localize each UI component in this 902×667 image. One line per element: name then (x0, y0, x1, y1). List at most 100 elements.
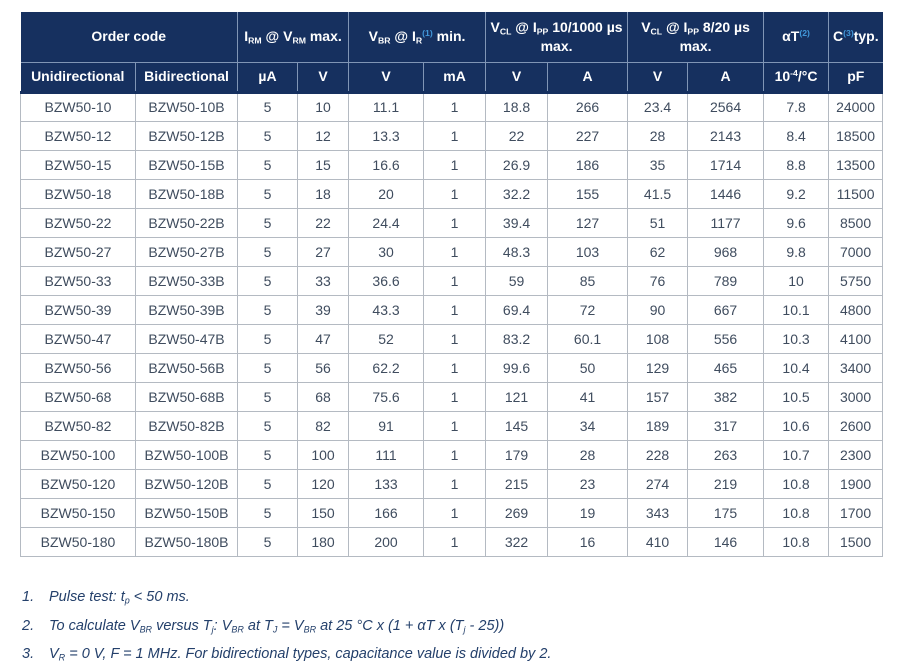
value-cell: 24.4 (348, 207, 425, 238)
value-cell: 1 (423, 381, 487, 412)
value-cell: 15 (297, 149, 350, 180)
value-cell: 68 (297, 381, 350, 412)
table-row: BZW50-120 BZW50-120B 5 120 133 1 215 23 274 219 10… (20, 468, 884, 499)
value-cell: 23.4 (627, 91, 689, 122)
table-row: BZW50-68 BZW50-68B 5 68 75.6 1 121 41 157 382 10.5… (20, 381, 884, 412)
value-cell: 85 (547, 265, 629, 296)
value-cell: 186 (547, 149, 629, 180)
value-cell: 7.8 (763, 91, 830, 122)
value-cell: 150 (297, 497, 350, 528)
value-cell: 968 (687, 236, 765, 267)
value-cell: 2564 (687, 91, 765, 122)
unit-header-cell: V (627, 61, 688, 94)
value-cell: 5 (237, 381, 299, 412)
value-cell: 69.4 (485, 294, 549, 325)
value-cell: 1 (423, 526, 487, 557)
value-cell: 10.8 (763, 497, 830, 528)
value-cell: 62 (627, 236, 689, 267)
value-cell: 10.8 (763, 526, 830, 557)
value-cell: 5 (237, 352, 299, 383)
value-cell: 11.1 (348, 91, 425, 122)
value-cell: 8.8 (763, 149, 830, 180)
value-cell: 111 (348, 439, 425, 470)
value-cell: 5 (237, 120, 299, 151)
value-cell: 274 (627, 468, 689, 499)
value-cell: 60.1 (547, 323, 629, 354)
value-cell: 12 (297, 120, 350, 151)
order-code-cell: BZW50-22 (20, 207, 136, 238)
value-cell: 76 (627, 265, 689, 296)
value-cell: 343 (627, 497, 689, 528)
value-cell: 410 (627, 526, 689, 557)
footnote-text: Pulse test: tp < 50 ms. (49, 589, 190, 606)
table-row: BZW50-22 BZW50-22B 5 22 24.4 1 39.4 127 51 1177 9.… (20, 207, 884, 238)
value-cell: 33 (297, 265, 350, 296)
unit-header-cell: 10-4/°C (763, 61, 829, 94)
value-cell: 5750 (828, 265, 884, 296)
value-cell: 91 (348, 410, 425, 441)
table-row: BZW50-27 BZW50-27B 5 27 30 1 48.3 103 62 968 9.8 70… (20, 236, 884, 267)
value-cell: 179 (485, 439, 549, 470)
value-cell: 72 (547, 294, 629, 325)
order-code-cell: BZW50-47 (20, 323, 136, 354)
value-cell: 59 (485, 265, 549, 296)
value-cell: 30 (348, 236, 425, 267)
footnote-number: 3. (22, 646, 35, 663)
value-cell: 4100 (828, 323, 884, 354)
value-cell: 7000 (828, 236, 884, 267)
value-cell: 5 (237, 207, 299, 238)
order-code-cell: BZW50-82B (134, 410, 239, 441)
header-group-row: Order code IRM @ VRM max. VBR @ IR(1) min.… (20, 12, 883, 62)
value-cell: 10 (763, 265, 830, 296)
value-cell: 10.7 (763, 439, 830, 470)
order-code-cell: BZW50-150 (20, 497, 136, 528)
value-cell: 83.2 (485, 323, 549, 354)
table-row: BZW50-15 BZW50-15B 5 15 16.6 1 26.9 186 35 1714 8.… (20, 149, 884, 180)
table-row: BZW50-100 BZW50-100B 5 100 111 1 179 28 228 263 10… (20, 439, 884, 470)
value-cell: 1 (423, 294, 487, 325)
value-cell: 1 (423, 497, 487, 528)
value-cell: 1 (423, 323, 487, 354)
order-code-cell: BZW50-180B (134, 526, 239, 557)
table-row: BZW50-150 BZW50-150B 5 150 166 1 269 19 343 175 10… (20, 497, 884, 528)
footnote-item: 1. Pulse test: tp < 50 ms. (22, 588, 882, 608)
value-cell: 8.4 (763, 120, 830, 151)
footnotes: 1. Pulse test: tp < 50 ms. 2. To calculate … (22, 588, 882, 667)
value-cell: 108 (627, 323, 689, 354)
value-cell: 48.3 (485, 236, 549, 267)
value-cell: 2600 (828, 410, 884, 441)
value-cell: 52 (348, 323, 425, 354)
order-code-cell: BZW50-47B (134, 323, 239, 354)
order-code-cell: BZW50-82 (20, 410, 136, 441)
value-cell: 36.6 (348, 265, 425, 296)
footnote-number: 2. (22, 617, 35, 634)
value-cell: 11500 (828, 178, 884, 209)
order-code-cell: BZW50-180 (20, 526, 136, 557)
value-cell: 1 (423, 236, 487, 267)
order-code-cell: BZW50-39 (20, 294, 136, 325)
value-cell: 175 (687, 497, 765, 528)
order-code-cell: BZW50-120 (20, 468, 136, 499)
column-group-header: VCL @ IPP 10/1000 µs max. (485, 12, 628, 62)
value-cell: 200 (348, 526, 425, 557)
value-cell: 1 (423, 468, 487, 499)
value-cell: 10.3 (763, 323, 830, 354)
value-cell: 4800 (828, 294, 884, 325)
table-row: BZW50-56 BZW50-56B 5 56 62.2 1 99.6 50 129 465 10.… (20, 352, 884, 383)
value-cell: 39.4 (485, 207, 549, 238)
value-cell: 1714 (687, 149, 765, 180)
value-cell: 189 (627, 410, 689, 441)
table-row: BZW50-33 BZW50-33B 5 33 36.6 1 59 85 76 789 10 5750 (20, 265, 884, 296)
value-cell: 10 (297, 91, 350, 122)
value-cell: 5 (237, 294, 299, 325)
value-cell: 1 (423, 439, 487, 470)
value-cell: 667 (687, 294, 765, 325)
value-cell: 13500 (828, 149, 884, 180)
value-cell: 1446 (687, 178, 765, 209)
order-code-cell: BZW50-100 (20, 439, 136, 470)
value-cell: 180 (297, 526, 350, 557)
order-code-cell: BZW50-12B (134, 120, 239, 151)
value-cell: 227 (547, 120, 629, 151)
value-cell: 99.6 (485, 352, 549, 383)
order-code-cell: BZW50-150B (134, 497, 239, 528)
